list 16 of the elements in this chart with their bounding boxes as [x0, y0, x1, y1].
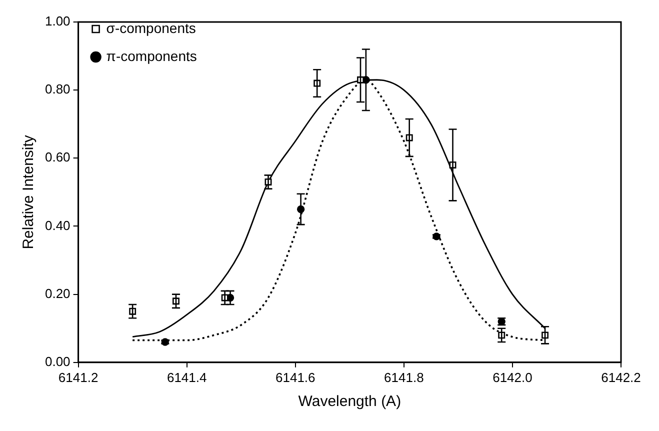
x-tick-label: 6142.2 — [601, 370, 641, 385]
y-tick-label: 0.40 — [44, 218, 70, 233]
y-tick-label: 0.80 — [44, 82, 70, 97]
x-tick-label: 6141.2 — [58, 370, 98, 385]
x-tick-label: 6142.0 — [492, 370, 532, 385]
y-tick-label: 1.00 — [44, 14, 70, 29]
y-tick-label: 0.20 — [44, 286, 70, 301]
x-tick-label: 6141.6 — [276, 370, 316, 385]
y-tick-label: 0.00 — [44, 354, 70, 369]
x-tick-label: 6141.8 — [384, 370, 424, 385]
y-axis-title: Relative Intensity — [20, 134, 38, 250]
x-axis-title: Wavelength (A) — [298, 393, 402, 410]
legend-label: π-components — [106, 48, 197, 64]
y-tick-label: 0.60 — [44, 150, 70, 165]
legend-label: σ-components — [106, 20, 196, 36]
x-tick-label: 6141.4 — [166, 370, 207, 385]
